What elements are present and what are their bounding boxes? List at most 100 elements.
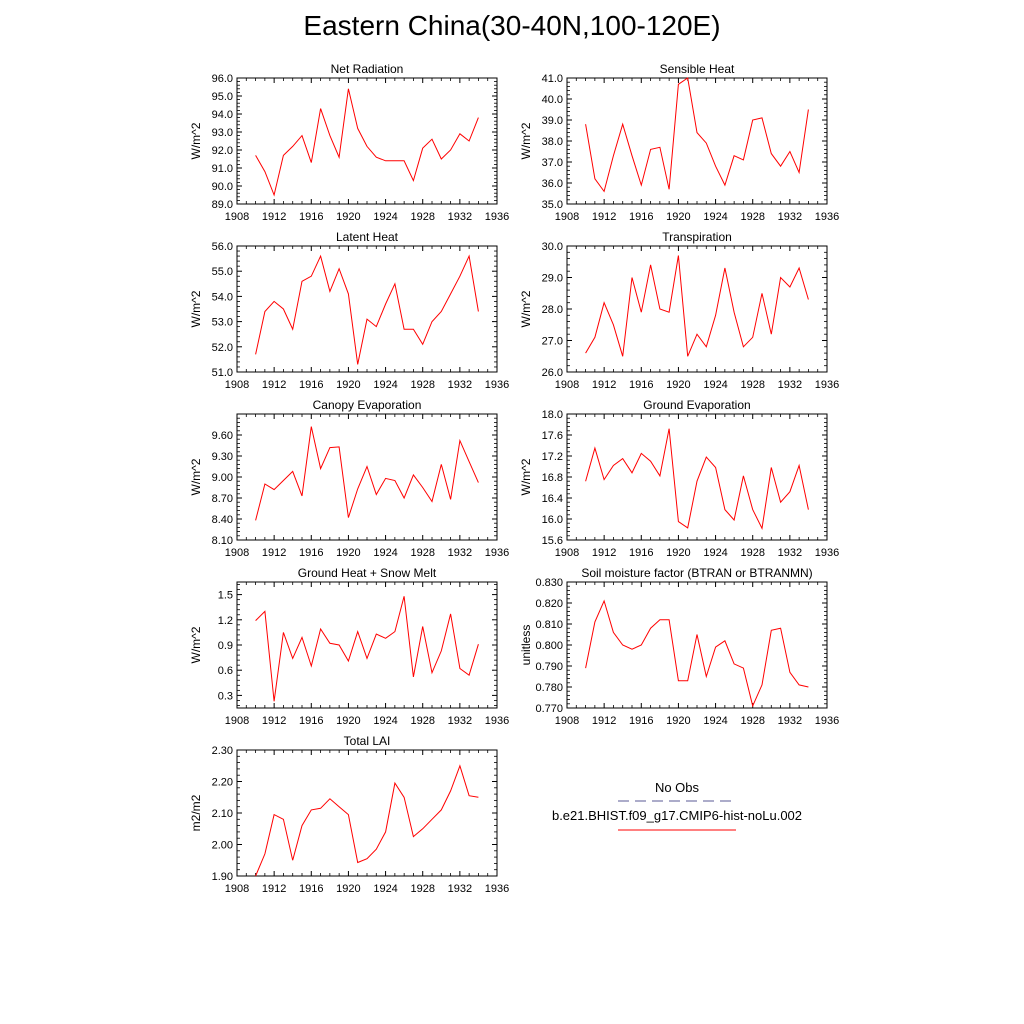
chart-panel-8: Total LAI m2/m2 1908 1912 1916 1920 1924 1928 19… [189, 734, 509, 895]
y-axis-label: W/m^2 [189, 122, 203, 159]
y-axis-label: W/m^2 [189, 290, 203, 327]
x-tick-label: 1916 [299, 211, 323, 223]
y-tick-label: 0.780 [535, 682, 563, 694]
chart-panel-6: Ground Heat + Snow Melt W/m^2 1908 1912 1916… [189, 566, 509, 727]
x-tick-label: 1908 [555, 211, 579, 223]
plot-frame [566, 245, 828, 373]
y-axis-label: W/m^2 [189, 626, 203, 663]
x-tick-label: 1916 [299, 379, 323, 391]
chart-panel-7: Soil moisture factor (BTRAN or BTRANMN) u… [519, 566, 839, 727]
y-axis-label: W/m^2 [519, 122, 533, 159]
legend: No Obs b.e21.BHIST.f09_g17.CMIP6-hist-no… [552, 780, 802, 831]
y-tick-label: 16.0 [542, 514, 563, 526]
x-tick-label: 1932 [448, 211, 472, 223]
x-tick-label: 1932 [778, 547, 802, 559]
panel-title: Ground Evaporation [643, 398, 750, 412]
x-tick-label: 1908 [225, 379, 249, 391]
y-tick-label: 29.0 [542, 273, 563, 285]
x-tick-label: 1936 [485, 715, 509, 727]
chart-panel-5: Ground Evaporation W/m^2 1908 1912 1916 1920 1… [519, 398, 839, 559]
x-tick-label: 1928 [410, 379, 434, 391]
y-tick-label: 93.0 [212, 127, 233, 139]
x-tick-label: 1908 [555, 715, 579, 727]
y-tick-label: 16.4 [542, 493, 563, 505]
series-line [255, 426, 479, 521]
x-tick-label: 1920 [666, 379, 690, 391]
x-tick-label: 1932 [448, 547, 472, 559]
x-tick-label: 1936 [815, 715, 839, 727]
y-tick-label: 36.0 [542, 178, 563, 190]
x-tick-label: 1920 [336, 715, 360, 727]
x-tick-label: 1928 [410, 883, 434, 895]
x-tick-label: 1932 [778, 379, 802, 391]
chart-panel-2: Latent Heat W/m^2 1908 1912 1916 1920 1924 1928… [189, 230, 509, 391]
x-tick-label: 1912 [262, 379, 286, 391]
y-tick-label: 90.0 [212, 181, 233, 193]
y-tick-label: 0.790 [535, 661, 563, 673]
y-tick-label: 91.0 [212, 163, 233, 175]
panel-title: Canopy Evaporation [313, 398, 422, 412]
x-tick-label: 1936 [485, 883, 509, 895]
y-tick-label: 18.0 [542, 409, 563, 421]
series-line [585, 77, 809, 193]
y-tick-label: 39.0 [542, 115, 563, 127]
y-tick-label: 52.0 [212, 342, 233, 354]
y-axis-label: unitless [519, 625, 533, 666]
x-tick-label: 1908 [555, 379, 579, 391]
y-tick-label: 1.2 [218, 615, 233, 627]
y-tick-label: 0.830 [535, 577, 563, 589]
x-tick-label: 1912 [262, 211, 286, 223]
x-tick-label: 1920 [336, 547, 360, 559]
y-tick-label: 8.70 [212, 493, 233, 505]
y-tick-label: 40.0 [542, 94, 563, 106]
x-tick-label: 1920 [666, 715, 690, 727]
y-tick-label: 0.810 [535, 619, 563, 631]
x-tick-label: 1908 [555, 547, 579, 559]
y-axis-label: m2/m2 [189, 794, 203, 831]
chart-panel-1: Sensible Heat W/m^2 1908 1912 1916 1920 1924 19… [519, 62, 839, 223]
x-tick-label: 1908 [225, 547, 249, 559]
series-line [255, 764, 479, 877]
y-tick-label: 30.0 [542, 241, 563, 253]
x-tick-label: 1924 [373, 211, 397, 223]
y-tick-label: 35.0 [542, 199, 563, 211]
y-tick-label: 54.0 [212, 291, 233, 303]
panel-title: Sensible Heat [660, 62, 735, 76]
x-tick-label: 1932 [778, 211, 802, 223]
y-tick-label: 51.0 [212, 367, 233, 379]
x-tick-label: 1920 [336, 379, 360, 391]
x-tick-label: 1912 [592, 715, 616, 727]
x-tick-label: 1912 [262, 883, 286, 895]
x-tick-label: 1936 [485, 547, 509, 559]
y-tick-label: 0.6 [218, 665, 233, 677]
x-tick-label: 1908 [225, 211, 249, 223]
y-tick-label: 1.5 [218, 590, 233, 602]
x-tick-label: 1916 [629, 211, 653, 223]
x-tick-label: 1928 [740, 547, 764, 559]
y-tick-label: 53.0 [212, 317, 233, 329]
y-tick-label: 56.0 [212, 241, 233, 253]
y-tick-label: 2.00 [212, 840, 233, 852]
y-tick-label: 2.30 [212, 745, 233, 757]
x-tick-label: 1932 [448, 883, 472, 895]
x-tick-label: 1924 [373, 379, 397, 391]
x-tick-label: 1924 [703, 379, 727, 391]
y-tick-label: 55.0 [212, 266, 233, 278]
chart-panel-0: Net Radiation W/m^2 1908 1912 1916 1920 1924 19… [189, 62, 509, 223]
x-tick-label: 1916 [629, 547, 653, 559]
x-tick-label: 1924 [703, 715, 727, 727]
y-tick-label: 17.2 [542, 451, 563, 463]
x-tick-label: 1924 [703, 547, 727, 559]
x-tick-label: 1936 [815, 211, 839, 223]
y-axis-label: W/m^2 [519, 458, 533, 495]
x-tick-label: 1920 [666, 211, 690, 223]
x-tick-label: 1928 [740, 715, 764, 727]
y-tick-label: 96.0 [212, 73, 233, 85]
y-tick-label: 0.770 [535, 703, 563, 715]
y-tick-label: 8.10 [212, 535, 233, 547]
y-tick-label: 9.30 [212, 451, 233, 463]
panel-title: Soil moisture factor (BTRAN or BTRANMN) [581, 566, 812, 580]
y-tick-label: 37.0 [542, 157, 563, 169]
x-tick-label: 1912 [592, 547, 616, 559]
x-tick-label: 1920 [336, 211, 360, 223]
